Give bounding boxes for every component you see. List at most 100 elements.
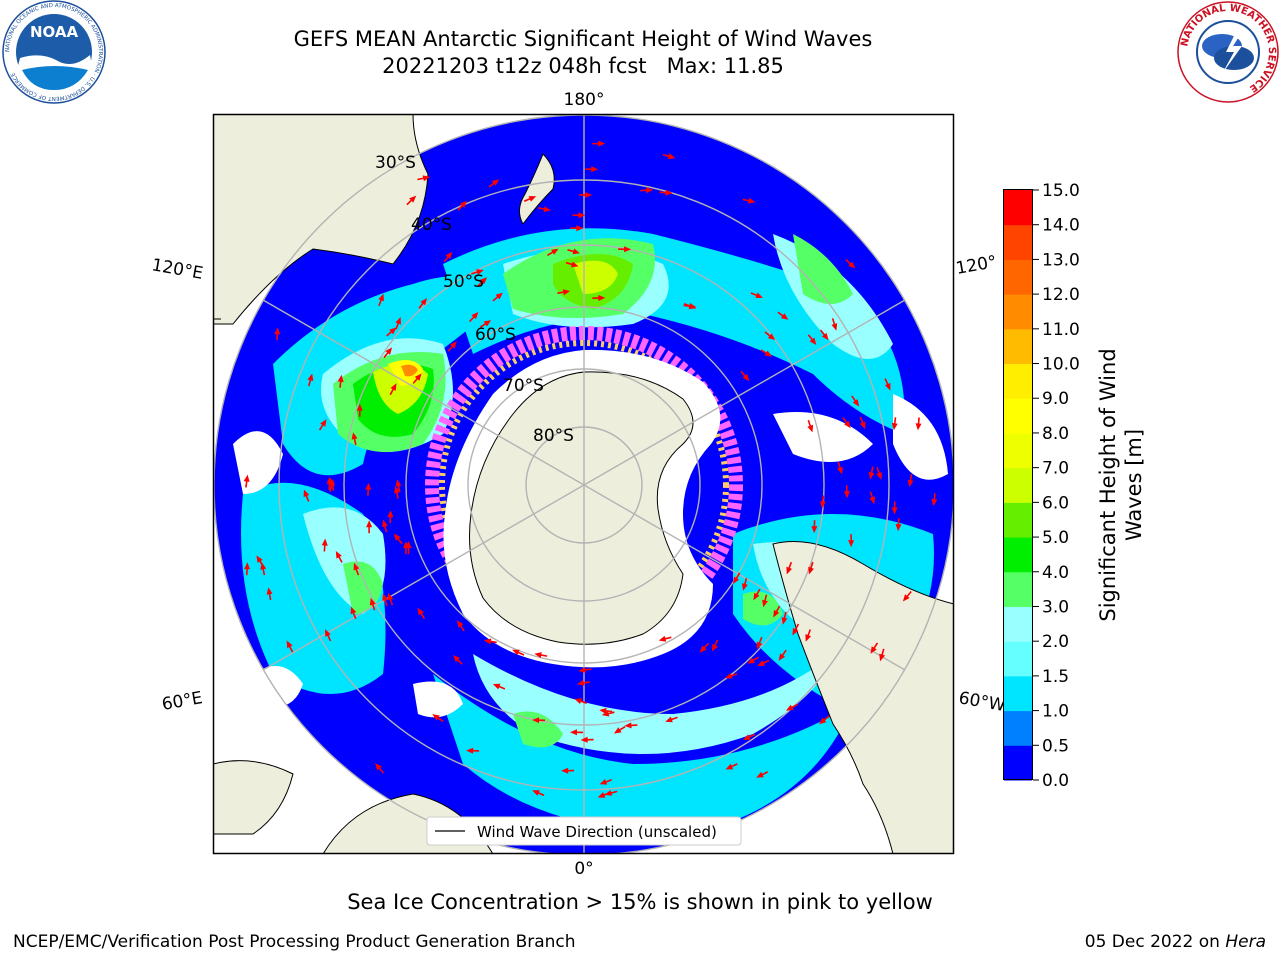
wave-direction-arrowhead bbox=[351, 432, 358, 440]
wave-direction-arrowhead bbox=[809, 337, 817, 345]
wave-direction-arrowhead bbox=[843, 491, 850, 499]
wave-direction-arrowhead bbox=[326, 476, 333, 484]
colorbar-tick-label: 10.0 bbox=[1042, 355, 1080, 375]
wave-direction-arrowhead bbox=[767, 333, 776, 340]
wave-direction-arrowhead bbox=[742, 583, 748, 591]
wave-direction-arrowhead bbox=[658, 635, 667, 642]
wave-direction-arrowhead bbox=[773, 609, 780, 618]
colorbar-tick-label: 6.0 bbox=[1042, 493, 1069, 513]
wave-direction-arrowhead bbox=[580, 736, 588, 743]
wave-direction-arrowhead bbox=[365, 482, 372, 490]
colorbar-label-line1: Significant Height of Wind bbox=[1096, 348, 1120, 621]
noaa-logo-text: NOAA bbox=[30, 23, 79, 41]
wave-direction-arrowhead bbox=[350, 606, 357, 615]
colorbar-block bbox=[1004, 467, 1032, 503]
wave-direction-arrowhead bbox=[337, 374, 344, 383]
wave-direction-arrowhead bbox=[432, 714, 440, 721]
wave-direction-arrowhead bbox=[852, 399, 860, 407]
wave-direction-arrowhead bbox=[577, 679, 585, 686]
wave-direction-arrowhead bbox=[891, 507, 898, 515]
wave-direction-arrowhead bbox=[307, 373, 314, 381]
footer-date-text: 05 Dec 2022 on bbox=[1084, 932, 1226, 952]
wave-direction-arrowhead bbox=[725, 763, 734, 770]
colorbar-block bbox=[1004, 363, 1032, 399]
wave-direction-arrowhead bbox=[819, 501, 826, 509]
wave-direction-arrowhead bbox=[884, 382, 891, 391]
colorbar-label-line2: Waves [m] bbox=[1122, 429, 1146, 541]
wave-direction-arrowhead bbox=[931, 498, 938, 507]
polar-map-canvas: 30°S 40°S 50°S 60°S 70°S 80°S Wind Wave … bbox=[150, 90, 1007, 879]
wave-direction-arrowhead bbox=[869, 496, 876, 505]
wave-direction-arrowhead bbox=[764, 350, 773, 357]
wave-direction-arrowhead bbox=[578, 212, 586, 219]
chart-title: GEFS MEAN Antarctic Significant Height o… bbox=[293, 27, 873, 51]
wave-direction-arrowhead bbox=[420, 298, 427, 306]
colorbar-tick-label: 11.0 bbox=[1042, 320, 1080, 340]
lat-label-70s: 70°S bbox=[503, 376, 544, 396]
wave-direction-arrowhead bbox=[831, 323, 838, 331]
lat-label-40s: 40°S bbox=[411, 215, 452, 235]
wave-direction-arrowhead bbox=[597, 792, 606, 798]
wave-direction-arrowhead bbox=[747, 197, 756, 204]
wave-direction-arrowhead bbox=[712, 643, 718, 652]
wave-direction-arrowhead bbox=[837, 466, 843, 475]
wave-direction-arrowhead bbox=[786, 566, 792, 575]
wave-direction-arrowhead bbox=[274, 327, 281, 335]
wave-direction-arrowhead bbox=[571, 261, 579, 268]
wave-direction-arrowhead bbox=[483, 638, 492, 645]
wave-direction-arrowhead bbox=[471, 312, 479, 320]
wave-direction-arrowhead bbox=[742, 373, 750, 382]
colorbar-tick-label: 13.0 bbox=[1042, 250, 1080, 270]
wave-direction-arrowhead bbox=[387, 592, 394, 601]
wave-direction-arrowhead bbox=[733, 576, 740, 584]
colorbar-tick-label: 0.5 bbox=[1042, 736, 1069, 756]
wave-direction-arrowhead bbox=[483, 320, 492, 327]
footer-host: Hera bbox=[1225, 932, 1266, 952]
wave-direction-arrowhead bbox=[821, 332, 829, 341]
wave-direction-arrowhead bbox=[591, 166, 599, 173]
nws-seal-icon bbox=[1202, 32, 1254, 74]
wave-direction-arrowhead bbox=[480, 277, 488, 285]
wave-direction-arrowhead bbox=[574, 698, 583, 704]
wave-direction-arrowhead bbox=[879, 653, 885, 662]
wave-direction-arrowhead bbox=[385, 347, 393, 355]
wave-direction-arrowhead bbox=[762, 599, 768, 608]
wave-direction-arrowhead bbox=[805, 634, 811, 642]
wave-direction-arrowhead bbox=[422, 175, 431, 182]
wave-direction-arrowhead bbox=[366, 520, 373, 528]
colorbar-tick-label: 0.0 bbox=[1042, 771, 1069, 790]
colorbar-block bbox=[1004, 745, 1032, 781]
wave-direction-arrowhead bbox=[532, 790, 540, 796]
wave-direction-arrowhead bbox=[598, 295, 606, 301]
wave-direction-arrowhead bbox=[808, 566, 814, 575]
wave-direction-arrowhead bbox=[613, 727, 622, 734]
new-zealand-land bbox=[519, 153, 555, 225]
colorbar-tick-label: 2.0 bbox=[1042, 632, 1069, 652]
colorbar-tick-label: 9.0 bbox=[1042, 389, 1069, 409]
wave-direction-arrowhead bbox=[325, 629, 331, 637]
wave-direction-arrowhead bbox=[844, 420, 851, 429]
legend-label: Wind Wave Direction (unscaled) bbox=[477, 823, 717, 841]
wave-direction-arrowhead bbox=[450, 341, 457, 349]
wave-direction-arrowhead bbox=[244, 562, 250, 570]
wave-direction-arrowhead bbox=[491, 179, 500, 186]
wave-direction-arrowhead bbox=[699, 645, 707, 653]
wave-direction-arrowhead bbox=[753, 592, 760, 601]
colorbar-block bbox=[1004, 641, 1032, 677]
wave-direction-arrowhead bbox=[459, 200, 467, 208]
colorbar-tick-label: 3.0 bbox=[1042, 597, 1069, 617]
sea-ice-caption: Sea Ice Concentration > 15% is shown in … bbox=[347, 890, 933, 914]
wave-direction-arrowhead bbox=[848, 261, 856, 269]
wave-direction-arrowhead bbox=[848, 540, 855, 548]
wave-direction-arrowhead bbox=[756, 641, 763, 650]
wave-direction-arrowhead bbox=[532, 717, 540, 724]
wave-direction-arrowhead bbox=[807, 424, 814, 433]
wave-direction-arrowhead bbox=[321, 538, 328, 546]
wave-direction-arrowhead bbox=[604, 790, 613, 796]
footer-date: 05 Dec 2022 on Hera bbox=[1085, 932, 1266, 952]
colorbar-block bbox=[1004, 502, 1032, 538]
wave-direction-arrowhead bbox=[811, 526, 818, 534]
lat-label-60s: 60°S bbox=[475, 325, 516, 345]
wave-direction-arrowhead bbox=[876, 472, 882, 480]
wave-direction-arrowhead bbox=[387, 510, 394, 518]
